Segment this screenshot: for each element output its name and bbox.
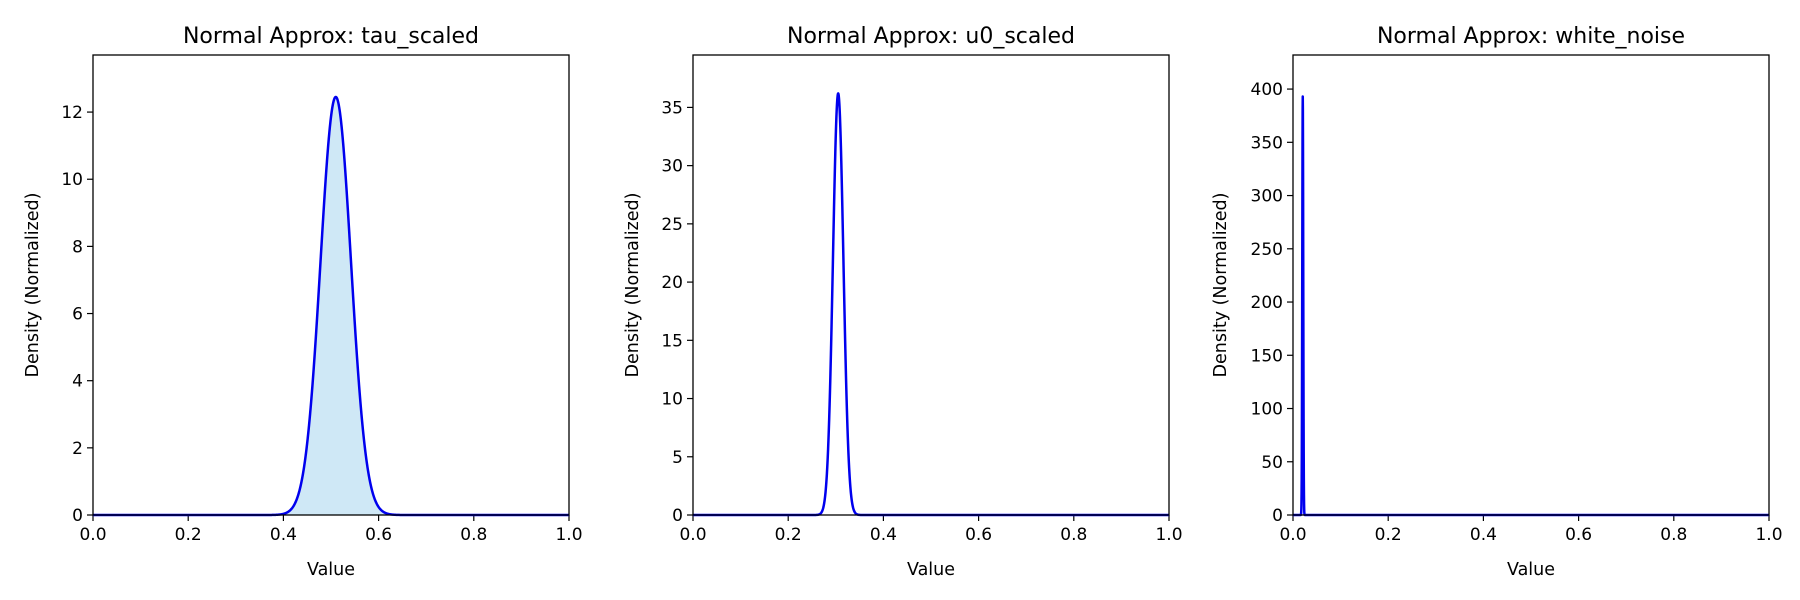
- density-curve: [691, 92, 1171, 517]
- plot-area: [91, 95, 571, 517]
- y-tick-label: 2: [72, 439, 83, 459]
- x-tick-label: 0.2: [1375, 525, 1402, 545]
- density-fill: [93, 96, 569, 515]
- y-tick-label: 300: [1251, 187, 1283, 207]
- y-tick-label: 8: [72, 237, 83, 257]
- y-tick-label: 5: [672, 448, 683, 468]
- y-tick-label: 30: [661, 157, 683, 177]
- axes-frame: [692, 54, 1170, 516]
- x-tick-label: 0.8: [460, 525, 487, 545]
- y-tick-label: 10: [61, 170, 83, 190]
- y-tick-label: 0: [72, 506, 83, 526]
- x-tick-label: 0.0: [679, 525, 706, 545]
- x-ticks: 0.0 0.2 0.4 0.6 0.8 1.0: [679, 515, 1183, 545]
- x-tick-label: 0.2: [775, 525, 802, 545]
- x-tick-label: 0.6: [965, 525, 992, 545]
- y-tick-label: 25: [661, 215, 683, 235]
- chart-title: Normal Approx: u0_scaled: [787, 24, 1075, 49]
- x-tick-label: 1.0: [1755, 525, 1782, 545]
- y-ticks: 0 2 4 6 8 10 12: [61, 103, 93, 526]
- x-tick-label: 1.0: [1155, 525, 1182, 545]
- x-ticks: 0.0 0.2 0.4 0.6 0.8 1.0: [79, 515, 583, 545]
- y-tick-label: 50: [1261, 453, 1283, 473]
- y-ticks: 0 5 10 15 20 25 30 35: [661, 98, 693, 526]
- y-tick-label: 35: [661, 98, 683, 118]
- x-axis-label: Value: [907, 560, 955, 580]
- y-axis-label: Density (Normalized): [1211, 193, 1231, 378]
- x-axis-label: Value: [307, 560, 355, 580]
- y-ticks: 0 50 100 150 200 250 300 350 400: [1251, 80, 1293, 526]
- y-tick-label: 6: [72, 305, 83, 325]
- x-tick-label: 0.0: [1279, 525, 1306, 545]
- y-tick-label: 350: [1251, 133, 1283, 153]
- chart-title: Normal Approx: white_noise: [1377, 24, 1685, 49]
- y-tick-label: 10: [661, 390, 683, 410]
- axes-frame: [1292, 54, 1770, 516]
- x-tick-label: 0.6: [1565, 525, 1592, 545]
- panel-white-noise: Normal Approx: white_noise 0 50 100 150 200 2…: [1211, 24, 1783, 580]
- plot-area: [1291, 95, 1771, 517]
- y-tick-label: 15: [661, 331, 683, 351]
- x-tick-label: 0.8: [1660, 525, 1687, 545]
- y-tick-label: 150: [1251, 346, 1283, 366]
- panel-u0-scaled: Normal Approx: u0_scaled 05101520253035 …: [623, 24, 1183, 580]
- axes-frame: [92, 54, 570, 516]
- plot-area: [691, 92, 1171, 517]
- x-tick-label: 0.4: [1470, 525, 1497, 545]
- y-tick-label: 200: [1251, 293, 1283, 313]
- x-tick-label: 0.2: [175, 525, 202, 545]
- x-axis-label: Value: [1507, 560, 1555, 580]
- y-axis-label: Density (Normalized): [623, 193, 643, 378]
- y-tick-label: 4: [72, 372, 83, 392]
- density-curve: [1291, 95, 1771, 517]
- x-tick-label: 0.6: [365, 525, 392, 545]
- y-axis-label: Density (Normalized): [23, 193, 43, 378]
- y-tick-label: 20: [661, 273, 683, 293]
- y-tick-label: 0: [672, 506, 683, 526]
- y-tick-label: 100: [1251, 400, 1283, 420]
- y-tick-label: 0: [1272, 506, 1283, 526]
- chart-title: Normal Approx: tau_scaled: [183, 24, 479, 49]
- x-tick-label: 0.4: [870, 525, 897, 545]
- y-tick-label: 12: [61, 103, 83, 123]
- x-ticks: 0.0 0.2 0.4 0.6 0.8 1.0: [1279, 515, 1783, 545]
- x-tick-label: 1.0: [555, 525, 582, 545]
- x-tick-label: 0.0: [79, 525, 106, 545]
- y-tick-label: 250: [1251, 240, 1283, 260]
- y-tick-label: 400: [1251, 80, 1283, 100]
- x-tick-label: 0.4: [270, 525, 297, 545]
- x-tick-label: 0.8: [1060, 525, 1087, 545]
